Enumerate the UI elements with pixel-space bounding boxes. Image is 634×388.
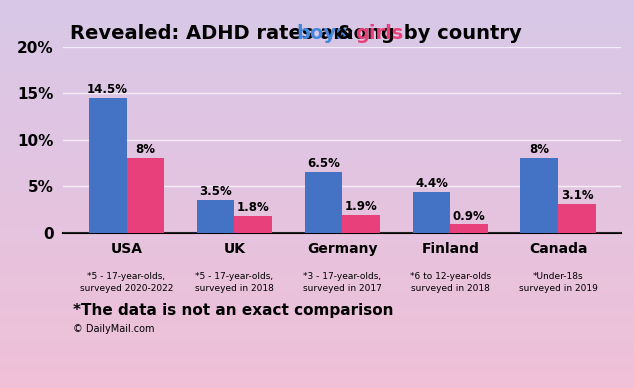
Text: 1.9%: 1.9% (345, 200, 378, 213)
Text: *5 - 17-year-olds,
surveyed in 2018: *5 - 17-year-olds, surveyed in 2018 (195, 272, 274, 293)
Bar (197, 200, 235, 233)
Text: girls: girls (355, 24, 404, 43)
Text: 14.5%: 14.5% (87, 83, 128, 96)
Bar (304, 172, 342, 233)
Bar (342, 215, 380, 233)
Text: 8%: 8% (136, 144, 155, 156)
Bar (558, 204, 596, 233)
Text: 6.5%: 6.5% (307, 158, 340, 170)
Text: 0.9%: 0.9% (453, 210, 486, 223)
Text: &: & (330, 24, 361, 43)
Text: 3.1%: 3.1% (560, 189, 593, 202)
Text: 4.4%: 4.4% (415, 177, 448, 190)
Bar (521, 158, 558, 233)
Text: 8%: 8% (529, 144, 549, 156)
Bar (127, 158, 164, 233)
Bar (413, 192, 450, 233)
Text: *5 - 17-year-olds,
surveyed 2020-2022: *5 - 17-year-olds, surveyed 2020-2022 (80, 272, 173, 293)
Text: boys: boys (297, 24, 348, 43)
Bar (89, 98, 127, 233)
Text: *The data is not an exact comparison: *The data is not an exact comparison (72, 303, 393, 318)
Text: © DailyMail.com: © DailyMail.com (72, 324, 154, 334)
Text: *3 - 17-year-olds,
surveyed in 2017: *3 - 17-year-olds, surveyed in 2017 (303, 272, 382, 293)
Text: Revealed: ADHD rates among: Revealed: ADHD rates among (70, 24, 401, 43)
Text: 3.5%: 3.5% (199, 185, 232, 198)
Text: *Under-18s
surveyed in 2019: *Under-18s surveyed in 2019 (519, 272, 598, 293)
Text: by country: by country (398, 24, 522, 43)
Bar (235, 216, 272, 233)
Text: 1.8%: 1.8% (237, 201, 269, 214)
Bar (450, 224, 488, 233)
Text: *6 to 12-year-olds
surveyed in 2018: *6 to 12-year-olds surveyed in 2018 (410, 272, 491, 293)
